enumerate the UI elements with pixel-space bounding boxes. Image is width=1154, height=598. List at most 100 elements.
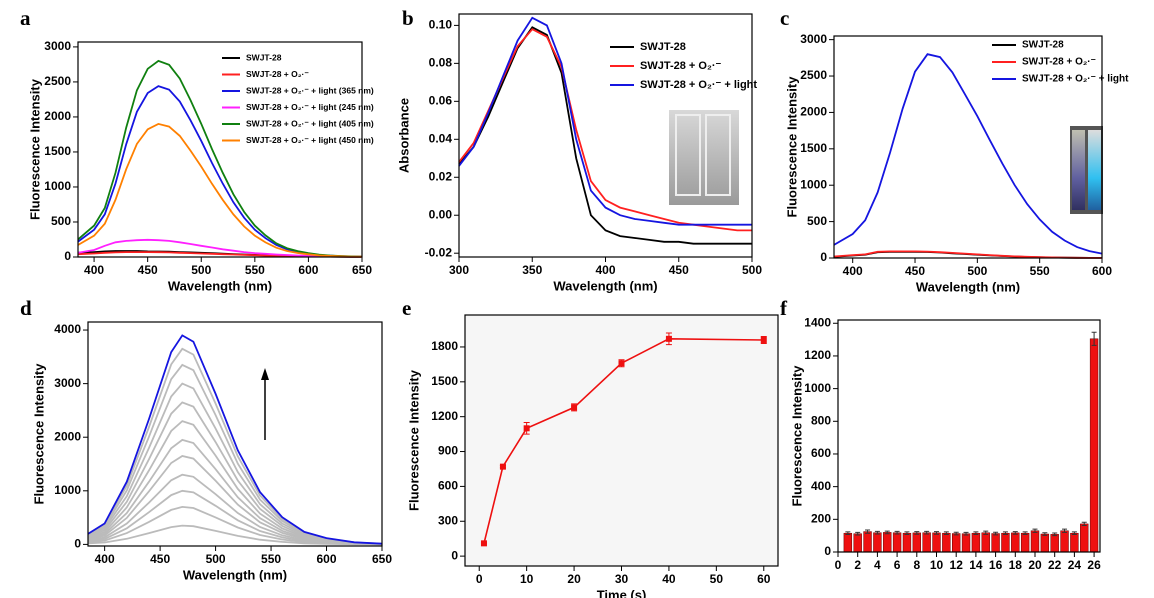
x-tick-label: 400 [843,264,863,278]
bar [902,532,912,553]
legend-label: SWJT-28 + O₂·⁻ + light (450 nm) [246,135,374,145]
error-bar [1022,531,1028,536]
x-tick-label: 500 [742,263,762,277]
y-tick-label: 0 [64,249,71,263]
legend-label: SWJT-28 + O₂·⁻ + light [640,79,757,91]
marker [618,360,625,367]
inset-photo [1070,126,1103,214]
y-tick-label: 1000 [800,177,827,191]
x-axis-title: Time (s) [597,587,647,598]
bar [981,532,990,553]
legend-label: SWJT-28 + O₂·⁻ + light (245 nm) [246,102,374,112]
y-axis-title: Absorbance [396,98,411,173]
error-bar [1081,521,1087,527]
x-tick-label: 2 [854,558,861,572]
plot-frame [464,314,779,567]
x-tick-label: 450 [669,263,689,277]
panel-label: d [20,296,32,320]
x-tick-label: 650 [372,552,392,566]
panel-label: f [780,296,788,320]
y-tick-label: 0.02 [429,169,453,183]
y-tick-label: 3000 [800,32,827,46]
series-line [87,363,383,545]
x-tick-label: 0 [835,558,842,572]
legend-label: SWJT-28 [246,52,282,62]
bar [1050,534,1059,553]
error-bar [973,531,979,536]
marker [480,540,487,547]
error-bar [993,531,999,536]
x-tick-label: 500 [206,552,226,566]
x-tick-label: 450 [138,263,158,277]
y-axis-title: Fluorescence Intensity [31,363,46,505]
marker [523,425,530,432]
x-tick-label: 20 [567,572,581,586]
error-bar [983,530,989,535]
y-tick-label: 4000 [54,322,81,336]
x-axis-title: Wavelength (nm) [916,279,1020,294]
y-tick-label: 0.00 [429,207,453,221]
y-tick-label: 1000 [54,483,81,497]
y-tick-label: 0 [820,250,827,264]
error-bar [1042,532,1048,536]
bar [1060,530,1069,553]
y-tick-label: 1400 [804,315,831,329]
legend-label: SWJT-28 + O₂·⁻ [640,60,721,72]
series-line [833,250,1102,259]
x-tick-label: 550 [1030,264,1050,278]
y-tick-label: 1000 [44,179,71,193]
y-tick-label: 200 [811,511,831,525]
bar [892,532,902,553]
x-axis-title: Wavelength (nm) [168,278,272,293]
error-bar [953,531,959,536]
marker [760,336,767,343]
y-tick-label: 3000 [44,39,71,53]
error-bar [1062,528,1068,533]
y-tick-label: 400 [811,479,831,493]
bar [952,533,961,553]
y-tick-label: 3000 [54,376,81,390]
y-tick-label: 2500 [800,68,827,82]
x-tick-label: 400 [95,552,115,566]
bar [1011,532,1020,553]
error-bar [1012,531,1018,535]
inset-photo [669,110,739,205]
y-tick-label: 900 [438,444,458,458]
y-axis-title: Fluorescence Intensity [406,369,421,511]
marker [499,463,506,470]
arrow [261,368,269,440]
y-tick-label: -0.02 [425,245,453,259]
bar [932,532,941,553]
series-line [87,382,383,545]
bar [1080,523,1089,553]
y-tick-label: 1500 [431,374,458,388]
y-tick-label: 0.04 [429,131,453,145]
bar [1040,533,1050,553]
x-tick-label: 10 [930,558,944,572]
y-tick-label: 1500 [44,144,71,158]
series-line [77,59,363,258]
panel-label: c [780,6,789,30]
bar [843,532,853,553]
y-axis-title: Fluorescence Intensity [789,365,804,507]
legend-label: SWJT-28 + O₂·⁻ + light (405 nm) [246,118,374,128]
plot-frame [837,319,1101,553]
y-tick-label: 1000 [804,381,831,395]
panel-label: a [20,6,31,30]
error-bar [855,531,861,536]
series-line [77,122,363,258]
x-tick-label: 16 [989,558,1003,572]
error-bar [924,530,930,535]
y-tick-label: 2000 [54,429,81,443]
series-line [87,347,383,545]
error-bar [1071,531,1077,536]
y-tick-label: 2500 [44,74,71,88]
bar [1070,532,1079,553]
error-bar [1091,331,1097,346]
x-tick-label: 500 [191,263,211,277]
y-tick-label: 300 [438,513,458,527]
x-tick-label: 600 [317,552,337,566]
x-tick-label: 500 [967,264,987,278]
x-tick-label: 8 [913,558,920,572]
y-tick-label: 600 [438,479,458,493]
